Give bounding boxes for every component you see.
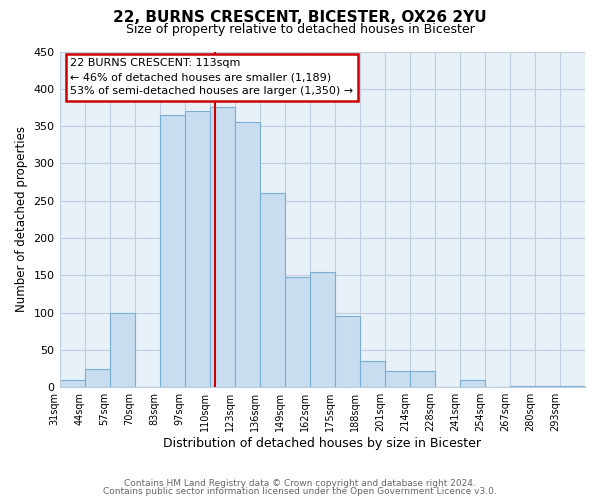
- Bar: [385, 371, 410, 387]
- Y-axis label: Number of detached properties: Number of detached properties: [15, 126, 28, 312]
- Bar: [560, 386, 585, 387]
- Bar: [209, 108, 235, 387]
- X-axis label: Distribution of detached houses by size in Bicester: Distribution of detached houses by size …: [163, 437, 481, 450]
- Bar: [460, 380, 485, 387]
- Bar: [360, 361, 385, 387]
- Bar: [510, 386, 535, 387]
- Bar: [110, 312, 134, 387]
- Bar: [335, 316, 360, 387]
- Bar: [59, 380, 85, 387]
- Bar: [185, 111, 209, 387]
- Bar: [85, 368, 110, 387]
- Bar: [260, 193, 285, 387]
- Bar: [160, 115, 185, 387]
- Text: Contains HM Land Registry data © Crown copyright and database right 2024.: Contains HM Land Registry data © Crown c…: [124, 478, 476, 488]
- Text: Size of property relative to detached houses in Bicester: Size of property relative to detached ho…: [125, 22, 475, 36]
- Bar: [310, 272, 335, 387]
- Bar: [535, 386, 560, 387]
- Text: 22 BURNS CRESCENT: 113sqm
← 46% of detached houses are smaller (1,189)
53% of se: 22 BURNS CRESCENT: 113sqm ← 46% of detac…: [70, 58, 353, 96]
- Bar: [285, 277, 310, 387]
- Bar: [410, 371, 435, 387]
- Text: Contains public sector information licensed under the Open Government Licence v3: Contains public sector information licen…: [103, 487, 497, 496]
- Bar: [235, 122, 260, 387]
- Text: 22, BURNS CRESCENT, BICESTER, OX26 2YU: 22, BURNS CRESCENT, BICESTER, OX26 2YU: [113, 10, 487, 25]
